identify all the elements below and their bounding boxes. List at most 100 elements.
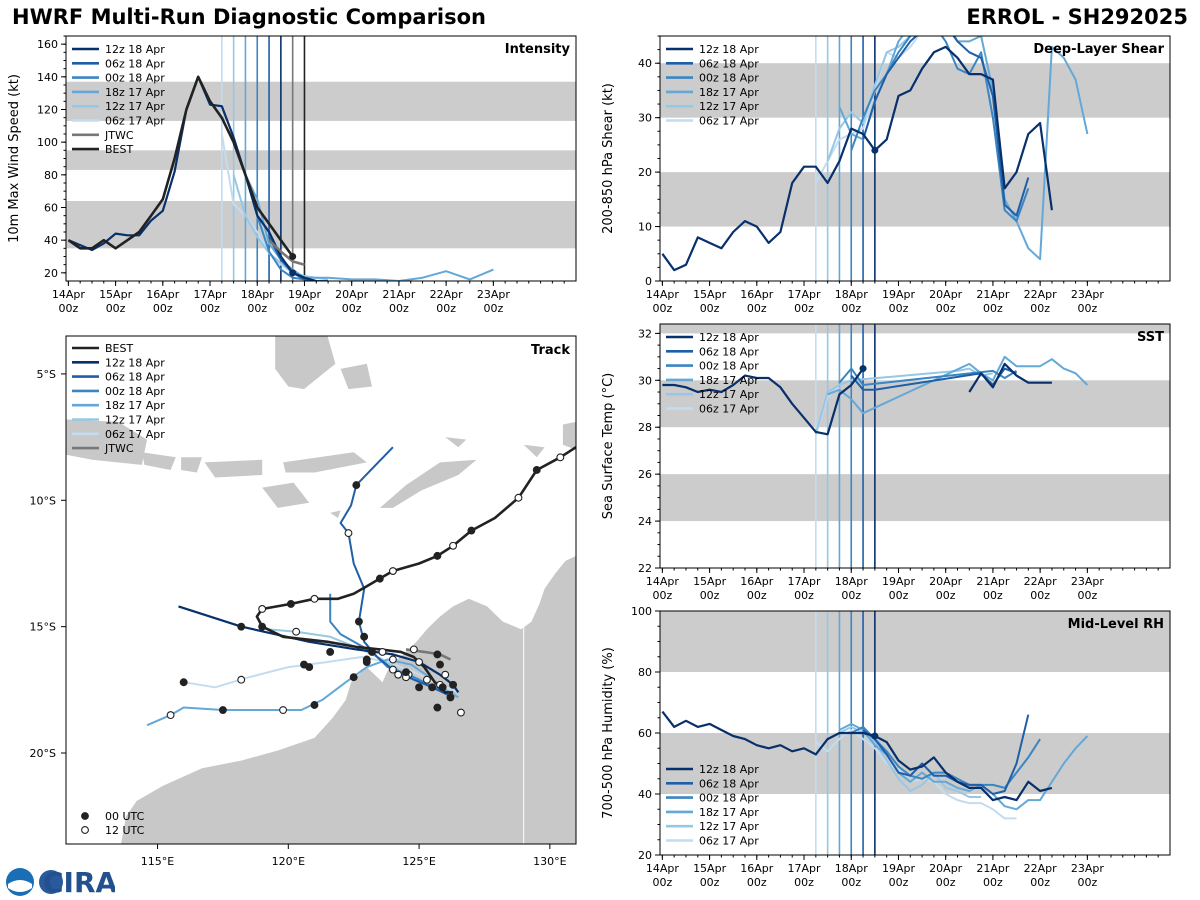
x-tick-label: 22Apr <box>1024 575 1058 588</box>
series-dot <box>289 253 297 260</box>
y-tick-label: 80 <box>44 169 58 182</box>
series-line <box>862 36 1030 217</box>
buton-land <box>340 363 372 390</box>
track-line <box>178 605 460 694</box>
track-marker <box>368 647 376 656</box>
java-land <box>66 419 148 465</box>
map-frame <box>65 335 577 845</box>
legend-label: 00 UTC <box>105 810 145 823</box>
track-marker <box>310 701 319 709</box>
x-tick-label: 125°E <box>402 855 435 868</box>
x-tick-label: 23Apr <box>1071 862 1105 875</box>
track-marker <box>352 481 361 490</box>
track-marker <box>388 665 397 674</box>
series-dot <box>289 269 297 277</box>
panel-title: Intensity <box>505 42 571 57</box>
series-dot <box>859 365 867 373</box>
x-tick-label: 00z <box>983 876 1003 889</box>
x-tick-label: 15Apr <box>693 575 727 588</box>
track-marker <box>456 708 465 717</box>
tanimbar-land <box>562 421 576 450</box>
plot-area <box>660 36 1170 281</box>
track-marker <box>326 647 335 656</box>
legend-label: 18z 17 Apr <box>699 374 759 387</box>
x-tick-label: 21Apr <box>976 575 1010 588</box>
x-tick-label: 23Apr <box>1071 575 1105 588</box>
x-tick-label: 23Apr <box>1071 288 1105 301</box>
track-marker <box>237 622 246 631</box>
wetar-land <box>445 437 467 448</box>
track-marker <box>433 551 442 560</box>
x-tick-label: 22Apr <box>430 288 464 301</box>
x-tick-label: 00z <box>747 876 767 889</box>
track-marker <box>438 683 447 692</box>
x-tick-label: 17Apr <box>788 288 822 301</box>
legend-label: 12z 18 Apr <box>105 356 165 369</box>
legend-label: 06z 18 Apr <box>105 57 165 70</box>
panel-title: Deep-Layer Shear <box>1033 42 1164 57</box>
track-marker <box>394 670 403 679</box>
legend-label: 00z 18 Apr <box>105 72 165 85</box>
legend-label: 06z 18 Apr <box>699 57 759 70</box>
legend-label: 06z 17 Apr <box>699 115 759 128</box>
legend-label: 06z 17 Apr <box>699 403 759 416</box>
x-tick-label: 00z <box>1030 302 1050 315</box>
x-tick-label: 00z <box>153 302 173 315</box>
y-tick-label: 20 <box>44 267 58 280</box>
track-marker <box>388 655 397 664</box>
legend-label: 12 UTC <box>105 824 145 837</box>
y-tick-label: 30 <box>638 112 652 125</box>
y-tick-label: 22 <box>638 562 652 575</box>
x-tick-label: 20Apr <box>929 288 963 301</box>
series-line <box>838 722 1089 811</box>
series-line <box>661 45 1053 272</box>
legend-label: JTWC <box>104 129 134 142</box>
x-tick-label: 14Apr <box>52 288 86 301</box>
x-tick-label: 00z <box>295 302 315 315</box>
figure-title: HWRF Multi-Run Diagnostic Comparison <box>12 5 487 29</box>
legend-label: 12z 17 Apr <box>105 414 165 427</box>
legend-label: 12z 18 Apr <box>699 43 759 56</box>
x-tick-label: 00z <box>652 876 672 889</box>
plot-area <box>660 324 1170 568</box>
track-marker <box>436 660 444 669</box>
track-marker <box>360 632 369 641</box>
legend-label: 00z 18 Apr <box>105 385 165 398</box>
x-tick-label: 22Apr <box>1024 288 1058 301</box>
band-2 <box>660 324 1170 334</box>
band-1 <box>66 150 576 170</box>
legend-label: 12z 17 Apr <box>699 100 759 113</box>
track-marker <box>441 670 450 679</box>
track-marker <box>449 541 458 550</box>
track-marker <box>179 678 188 687</box>
x-tick-label: 00z <box>889 876 909 889</box>
series-line <box>827 725 982 798</box>
series-line <box>662 367 864 436</box>
series-line <box>826 36 913 162</box>
y-tick-label: 40 <box>638 57 652 70</box>
y-tick-label: 80 <box>638 666 652 679</box>
noaa-wave-icon <box>8 880 32 892</box>
legend-label: 06z 18 Apr <box>105 371 165 384</box>
series-line <box>827 355 1089 415</box>
series-line <box>815 729 1017 820</box>
x-tick-label: 00z <box>247 302 267 315</box>
x-tick-label: 16Apr <box>740 288 774 301</box>
x-tick-label: 00z <box>700 876 720 889</box>
x-tick-label: 14Apr <box>646 862 680 875</box>
track-marker <box>433 703 442 712</box>
legend-label: 18z 17 Apr <box>699 86 759 99</box>
x-tick-label: 20Apr <box>929 862 963 875</box>
x-tick-label: 00z <box>841 302 861 315</box>
track-marker <box>378 647 387 656</box>
track-marker <box>375 574 384 583</box>
x-tick-label: 120°E <box>272 855 305 868</box>
panel-title: Mid-Level RH <box>1068 617 1164 632</box>
series-line <box>256 215 305 281</box>
lombok-land <box>181 457 202 473</box>
x-tick-label: 00z <box>652 589 672 602</box>
flores-land <box>283 452 367 473</box>
x-tick-label: 19Apr <box>882 288 916 301</box>
series-line <box>268 239 305 266</box>
